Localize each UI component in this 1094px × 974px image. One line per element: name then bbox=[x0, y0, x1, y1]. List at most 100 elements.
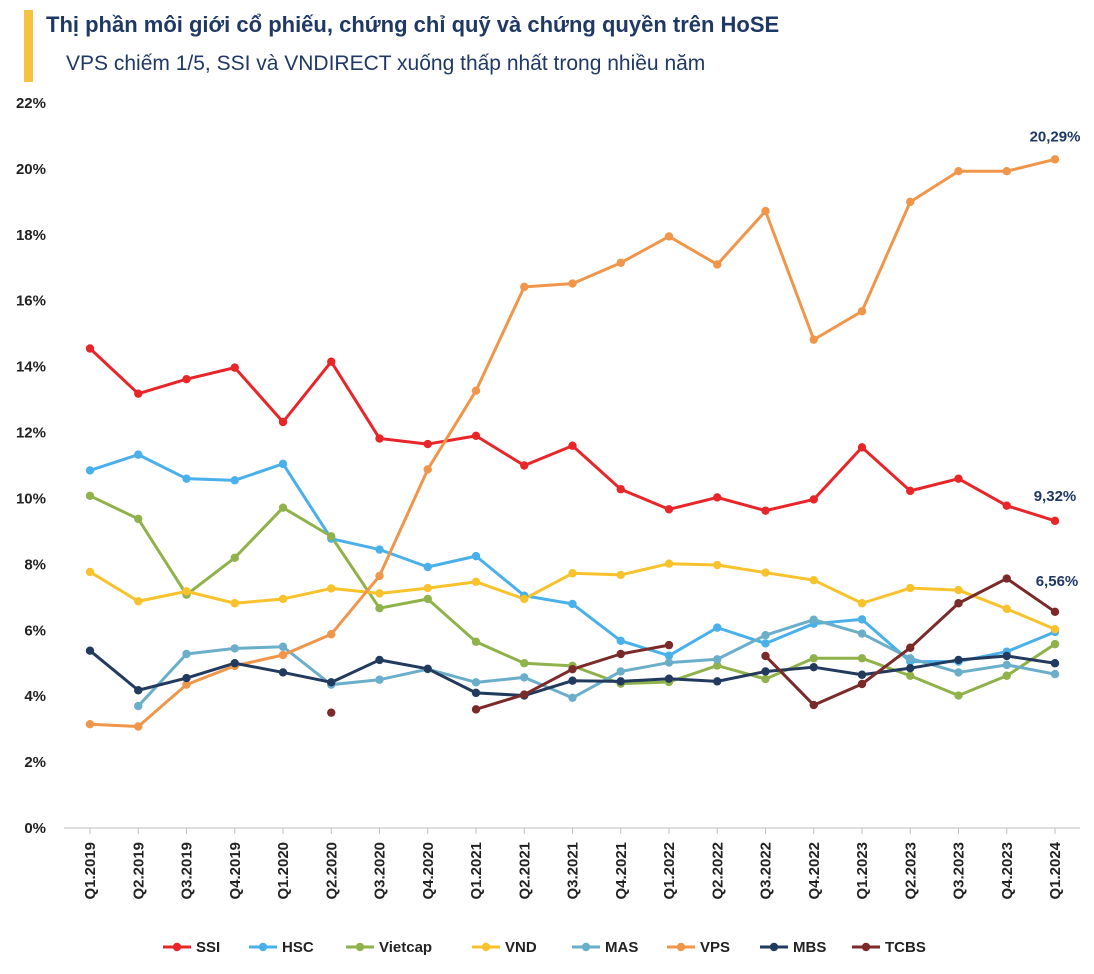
chart-series-points bbox=[85, 155, 1060, 731]
title-accent-bar bbox=[24, 10, 33, 82]
x-tick-label: Q2.2020 bbox=[323, 842, 340, 900]
data-point-vnd bbox=[713, 560, 722, 570]
data-point-mbs bbox=[85, 646, 95, 655]
data-point-vietcap bbox=[375, 603, 384, 613]
data-point-vnd bbox=[664, 559, 674, 568]
data-point-mas bbox=[520, 673, 529, 682]
data-point-hsc bbox=[182, 474, 191, 483]
data-point-vietcap bbox=[1050, 639, 1060, 649]
data-point-mbs bbox=[906, 663, 915, 673]
y-tick-label: 0% bbox=[24, 820, 46, 837]
data-point-hsc bbox=[616, 636, 625, 646]
y-tick-label: 12% bbox=[16, 425, 46, 442]
data-point-mbs bbox=[857, 670, 867, 679]
x-tick-label: Q3.2021 bbox=[565, 842, 582, 900]
data-point-ssi bbox=[906, 486, 915, 496]
legend-marker-hsc bbox=[258, 942, 268, 952]
chart-data-labels: 20,29% 9,32% 6,56% bbox=[1030, 128, 1081, 589]
legend-label-vnd: VND bbox=[505, 939, 537, 956]
data-point-vietcap bbox=[809, 654, 818, 663]
legend-marker-ssi bbox=[172, 942, 182, 952]
data-point-vps bbox=[520, 282, 529, 292]
data-point-tcbs bbox=[857, 679, 867, 689]
chart-legend: SSI HSC Vietcap VND MAS VPS MBS TCBS bbox=[163, 939, 926, 956]
x-tick-label: Q4.2021 bbox=[613, 842, 630, 900]
data-point-hsc bbox=[857, 615, 867, 624]
legend-label-vietcap: Vietcap bbox=[379, 939, 432, 956]
data-point-mbs bbox=[327, 678, 336, 687]
data-point-mbs bbox=[375, 655, 384, 665]
data-point-mbs bbox=[954, 655, 963, 665]
data-point-mas bbox=[230, 644, 239, 653]
data-point-tcbs bbox=[1050, 607, 1060, 617]
data-point-tcbs bbox=[568, 664, 577, 674]
chart-axes: 0% 2% 4% 6% 8% 10% 12% 14% 16% 18% 20% 22% Q1.2019 Q2… bbox=[16, 95, 1080, 900]
y-tick-label: 8% bbox=[24, 556, 46, 573]
data-point-hsc bbox=[375, 545, 384, 554]
data-point-vnd bbox=[857, 599, 867, 608]
data-point-vnd bbox=[761, 568, 770, 577]
data-point-mbs bbox=[761, 667, 770, 676]
data-point-vietcap bbox=[85, 491, 95, 501]
data-point-mbs bbox=[423, 664, 432, 674]
legend-label-mas: MAS bbox=[605, 939, 638, 956]
data-point-mbs bbox=[278, 668, 288, 677]
data-point-tcbs bbox=[327, 708, 336, 717]
data-point-vps bbox=[1050, 155, 1060, 164]
data-point-ssi bbox=[761, 506, 770, 515]
data-point-vps bbox=[134, 722, 143, 731]
data-point-mas bbox=[616, 667, 625, 676]
data-point-vps bbox=[471, 386, 481, 395]
legend-marker-vnd bbox=[481, 942, 491, 952]
data-point-vnd bbox=[1002, 604, 1011, 614]
data-point-mbs bbox=[809, 662, 818, 672]
data-point-hsc bbox=[761, 639, 770, 648]
y-tick-label: 20% bbox=[16, 161, 46, 178]
data-point-vietcap bbox=[857, 654, 867, 663]
y-tick-label: 6% bbox=[24, 622, 46, 639]
legend-marker-vps bbox=[676, 942, 686, 952]
data-point-mbs bbox=[471, 688, 481, 698]
x-tick-label: Q3.2019 bbox=[179, 842, 196, 900]
x-tick-label: Q4.2023 bbox=[999, 842, 1016, 900]
data-point-tcbs bbox=[664, 640, 674, 650]
x-tick-label: Q4.2019 bbox=[227, 842, 244, 900]
data-point-hsc bbox=[85, 466, 95, 475]
x-tick-label: Q3.2023 bbox=[951, 842, 968, 900]
data-point-mas bbox=[182, 649, 191, 659]
data-point-vps bbox=[664, 232, 674, 241]
data-point-mbs bbox=[1050, 659, 1060, 668]
data-point-mas bbox=[664, 658, 674, 667]
data-point-ssi bbox=[1002, 501, 1011, 510]
data-point-vps bbox=[278, 650, 288, 660]
data-point-ssi bbox=[664, 505, 674, 514]
legend-label-mbs: MBS bbox=[793, 939, 826, 956]
data-point-vietcap bbox=[471, 637, 481, 647]
data-point-tcbs bbox=[1002, 574, 1011, 583]
data-point-vnd bbox=[954, 585, 963, 595]
chart-subtitle: VPS chiếm 1/5, SSI và VNDIRECT xuống thấ… bbox=[66, 52, 706, 75]
data-point-vps bbox=[182, 680, 191, 689]
legend-label-vps: VPS bbox=[700, 939, 730, 956]
legend-label-tcbs: TCBS bbox=[885, 939, 926, 956]
data-point-vps bbox=[713, 260, 722, 269]
legend-label-ssi: SSI bbox=[196, 939, 220, 956]
data-point-vps bbox=[85, 719, 95, 729]
x-tick-label: Q4.2022 bbox=[806, 842, 823, 900]
legend-marker-mas bbox=[581, 942, 591, 952]
data-point-vnd bbox=[423, 583, 432, 593]
data-point-mbs bbox=[182, 673, 191, 683]
data-point-vps bbox=[1002, 167, 1011, 176]
data-point-vnd bbox=[327, 584, 336, 593]
data-point-ssi bbox=[182, 374, 191, 384]
data-point-vnd bbox=[1050, 625, 1060, 634]
data-point-ssi bbox=[375, 434, 384, 443]
data-label-tcbs: 6,56% bbox=[1036, 573, 1079, 590]
data-point-vietcap bbox=[423, 594, 432, 604]
data-point-vnd bbox=[520, 594, 529, 604]
data-point-vps bbox=[327, 630, 336, 639]
data-point-ssi bbox=[568, 441, 577, 450]
data-point-mbs bbox=[713, 677, 722, 686]
data-point-vps bbox=[568, 279, 577, 288]
x-tick-label: Q2.2022 bbox=[709, 842, 726, 900]
